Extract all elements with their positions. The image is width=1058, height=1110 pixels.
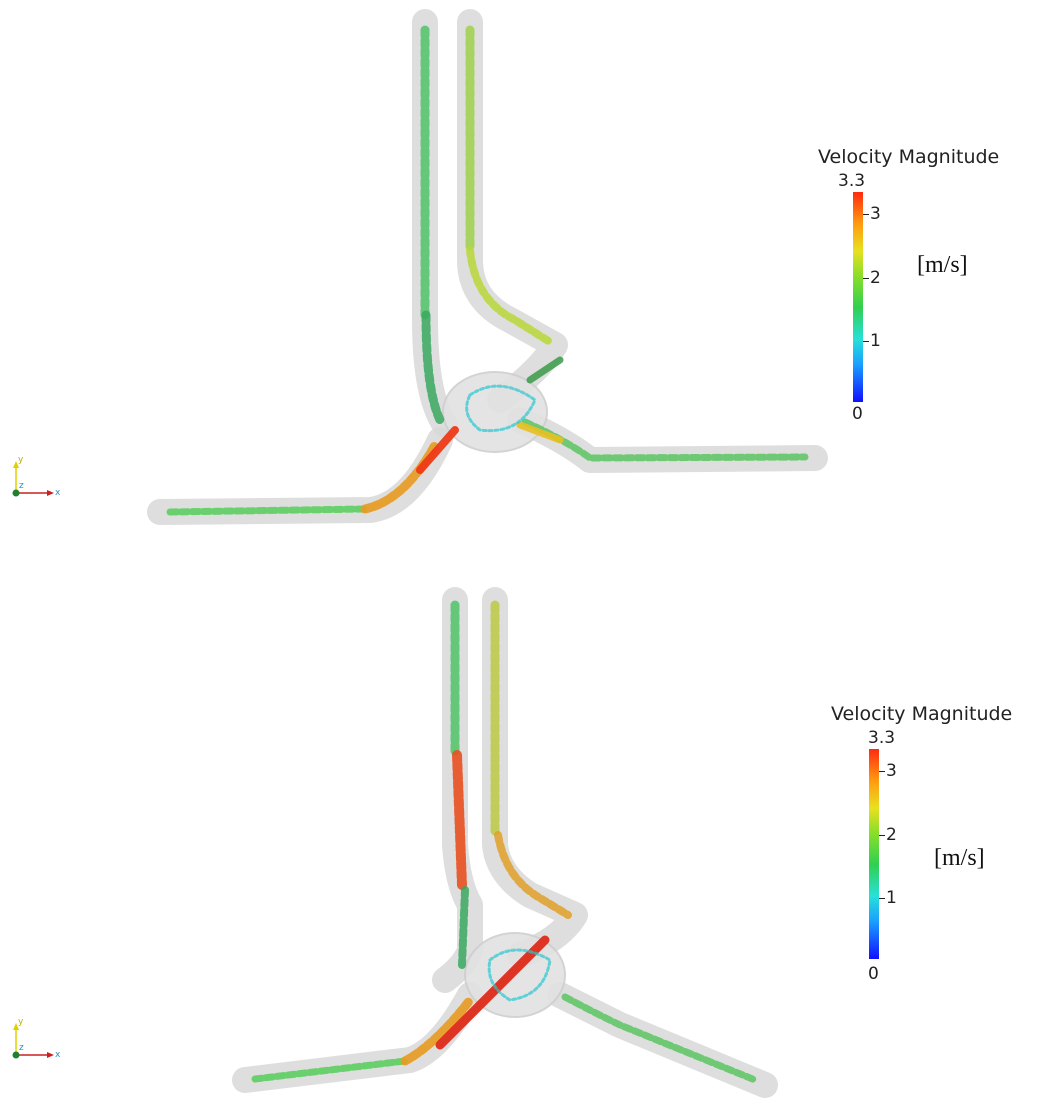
flow-visualization-top: Velocity Magnitude 3.3 3 2 1 0 [m/s] y z… [12,9,1000,525]
colorbar [869,749,879,959]
vessel-flow-render-top [147,9,828,525]
colorbar-tick-mark [863,214,869,215]
colorbar-tick-label: 1 [886,888,897,908]
colorbar-tick-label: 3 [870,204,881,224]
colorbar-title: Velocity Magnitude [831,703,1013,725]
colorbar-tick-mark [879,835,885,836]
colorbar [853,192,863,402]
axis-y-label: y [18,455,24,465]
orientation-axes-bottom: y z x [12,1017,61,1060]
colorbar-tick-label: 1 [870,331,881,351]
aneurysm-sac [442,371,548,453]
colorbar-max-label: 3.3 [838,171,866,191]
colorbar-title: Velocity Magnitude [818,146,1000,168]
vessel-right-vertical [482,587,588,968]
colorbar-min-label: 0 [868,964,879,984]
vessel-bottom-left [147,427,453,525]
vessel-flow-render-bottom [232,587,778,1098]
axis-y-label: y [18,1017,24,1027]
colorbar-min-label: 0 [852,404,863,424]
colorbar-tick-label: 2 [870,268,881,288]
orientation-axes-top: y z x [12,455,61,498]
vessel-right-vertical [457,9,568,413]
axis-z-label: z [19,1043,24,1053]
colorbar-tick-label: 3 [886,761,897,781]
velocity-unit: [m/s] [934,845,985,871]
colorbar-tick-mark [863,278,869,279]
flow-visualization-bottom: Velocity Magnitude 3.3 3 2 1 0 [m/s] y z… [0,555,1058,1110]
axis-z-label: z [19,481,24,491]
colorbar-tick-mark [863,341,869,342]
colorbar-tick-mark [879,898,885,899]
axis-x-label: x [55,1050,61,1060]
colorbar-tick-label: 2 [886,825,897,845]
colorbar-max-label: 3.3 [868,728,896,748]
axis-x-label: x [55,488,61,498]
velocity-unit: [m/s] [917,252,968,278]
colorbar-tick-mark [879,771,885,772]
